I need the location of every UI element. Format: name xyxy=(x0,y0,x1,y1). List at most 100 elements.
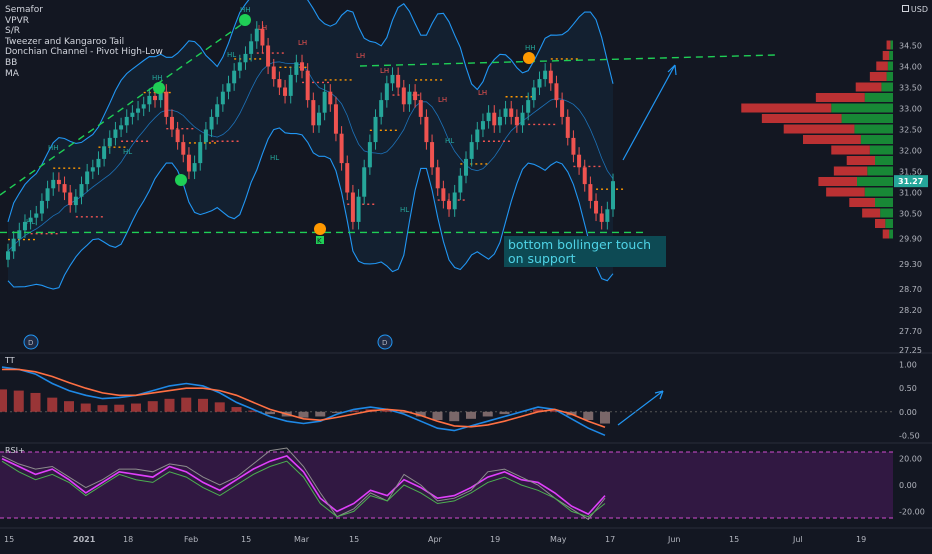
candle-body xyxy=(362,167,367,197)
candle-body xyxy=(537,79,542,88)
vp-bar-down xyxy=(855,82,882,92)
candle-body xyxy=(237,62,242,71)
rsi-y-tick-label: -20.00 xyxy=(899,507,925,516)
candle-body xyxy=(328,91,333,105)
candle-body xyxy=(73,196,78,206)
pivot-label: HL xyxy=(270,154,279,162)
tt-pane-label[interactable]: TT xyxy=(5,356,15,365)
rising-trendline xyxy=(0,21,246,196)
pivot-label: HH xyxy=(48,144,59,152)
candle-body xyxy=(192,163,197,172)
candle-body xyxy=(288,74,293,96)
candle-body xyxy=(582,167,587,185)
x-tick-label: 15 xyxy=(349,535,359,544)
candle-body xyxy=(390,74,395,84)
kangaroo-tail-label: K xyxy=(317,237,322,245)
vp-bar-up xyxy=(831,103,893,113)
candle-body xyxy=(90,167,95,172)
pivot-label: HL xyxy=(400,206,409,214)
candle-body xyxy=(260,28,265,46)
x-tick-label: 15 xyxy=(241,535,251,544)
vp-bar-up xyxy=(864,187,893,197)
vp-bar-down xyxy=(833,166,868,176)
tt-y-tick-label: 0.50 xyxy=(899,384,917,393)
candle-body xyxy=(113,129,118,138)
indicator-item[interactable]: S/R xyxy=(5,26,20,37)
candle-body xyxy=(119,125,124,130)
indicator-item[interactable]: VPVR xyxy=(5,15,29,26)
tt-histogram-bar xyxy=(583,411,594,420)
candle-body xyxy=(514,116,519,126)
tt-histogram-bar xyxy=(214,402,225,412)
candle-body xyxy=(577,154,582,168)
y-tick-label: 30.50 xyxy=(899,210,922,219)
tt-histogram-bar xyxy=(147,401,158,412)
y-tick-label: 27.25 xyxy=(899,346,922,355)
candle-body xyxy=(181,142,186,155)
vp-bar-down xyxy=(761,114,842,123)
vp-bar-up xyxy=(857,177,893,186)
rsi-pane-label[interactable]: RSI+ xyxy=(5,446,25,455)
candle-body xyxy=(565,116,570,138)
tt-histogram-bar xyxy=(0,389,7,412)
currency-label[interactable]: USD xyxy=(901,5,928,14)
candle-body xyxy=(17,230,22,239)
rsi-band xyxy=(0,451,893,519)
vp-bar-up xyxy=(881,82,893,92)
y-tick-label: 29.30 xyxy=(899,260,922,269)
y-tick-label: 28.20 xyxy=(899,306,922,315)
pivot-label: LH xyxy=(478,89,487,97)
x-tick-label: Jul xyxy=(792,535,803,544)
indicator-item[interactable]: Semafor xyxy=(5,5,43,15)
tt-histogram-bar xyxy=(600,411,610,424)
vp-bar-down xyxy=(803,135,861,144)
candle-body xyxy=(543,70,548,80)
tt-histogram-bar xyxy=(449,411,460,422)
indicator-item[interactable]: MA xyxy=(5,68,19,79)
candle-body xyxy=(158,91,163,101)
candle-body xyxy=(401,87,406,105)
tt-histogram-bar xyxy=(482,411,493,417)
candle-body xyxy=(333,104,338,134)
candle-body xyxy=(571,137,576,155)
annotation-line: bottom bollinger touch xyxy=(508,237,652,252)
candle-body xyxy=(526,100,531,113)
candle-body xyxy=(34,213,39,218)
pivot-label: HL xyxy=(123,148,132,156)
candle-body xyxy=(249,41,254,54)
x-tick-label: Apr xyxy=(428,535,443,544)
semafor-dot xyxy=(239,14,251,26)
vp-bar-up xyxy=(869,145,893,155)
rsi-y-tick-label: 0.00 xyxy=(899,481,917,490)
bollinger-lower-line xyxy=(7,127,614,290)
candle-body xyxy=(599,213,604,222)
candle-body xyxy=(22,221,27,231)
semafor-dot xyxy=(314,223,326,235)
candle-body xyxy=(102,146,107,159)
vp-bar-down xyxy=(815,93,865,102)
candle-body xyxy=(266,45,271,67)
rsi-y-tick-label: 20.00 xyxy=(899,455,922,464)
pivot-label: LH xyxy=(356,52,365,60)
indicator-item[interactable]: Tweezer and Kangaroo Tail xyxy=(5,36,125,47)
last-price-label: 31.27 xyxy=(898,177,923,186)
candle-body xyxy=(480,121,485,130)
indicator-item[interactable]: BB xyxy=(5,57,18,68)
pivot-label: HL xyxy=(445,137,454,145)
tt-histogram-bar xyxy=(248,410,259,412)
indicator-item[interactable]: Donchian Channel - Pivot High-Low xyxy=(5,47,163,58)
vp-bar-down xyxy=(882,51,890,60)
annotation-box: bottom bollinger touch on support xyxy=(504,236,666,267)
tt-histogram-bar xyxy=(64,401,74,412)
candle-body xyxy=(430,142,435,168)
dividend-icon xyxy=(377,334,393,350)
y-tick-label: 31.00 xyxy=(899,189,922,198)
candle-body xyxy=(79,184,84,197)
x-tick-label: Jun xyxy=(667,535,681,544)
candle-body xyxy=(311,100,316,126)
x-tick-label: Feb xyxy=(184,535,198,544)
y-tick-label: 34.50 xyxy=(899,42,922,51)
vp-bar-up xyxy=(887,61,893,71)
